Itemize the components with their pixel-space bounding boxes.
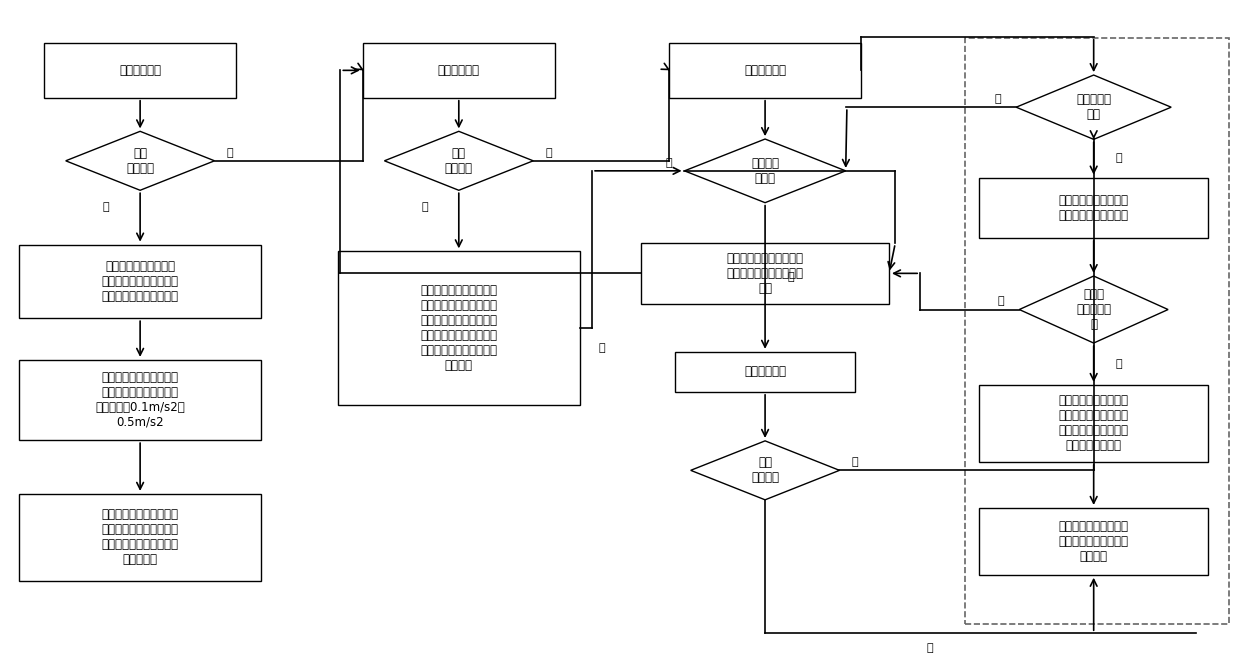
Text: 否: 否: [422, 202, 428, 212]
Text: 当得到加速度值后，计算
点迹的关联评估值，挑选
评估值最小的点迹作为潜
在关联点迹: 当得到加速度值后，计算 点迹的关联评估值，挑选 评估值最小的点迹作为潜 在关联点…: [102, 509, 179, 566]
Polygon shape: [384, 131, 533, 190]
Text: 遍历临近航迹: 遍历临近航迹: [744, 365, 786, 379]
Text: 是否有临
近航迹: 是否有临 近航迹: [751, 157, 779, 185]
Bar: [675, 352, 856, 392]
Text: 是: 是: [546, 148, 552, 157]
Text: 根据当前时间，航迹外
推，根据上周期加速度值
调整波门后初步筛选点迹: 根据当前时间，航迹外 推，根据上周期加速度值 调整波门后初步筛选点迹: [102, 260, 179, 303]
Text: 从邻近点迹集合中删除
当前点迹，加入对方点
迹，寻找影响度最小的
点；重复直到相交: 从邻近点迹集合中删除 当前点迹，加入对方点 迹，寻找影响度最小的 点；重复直到相…: [1059, 395, 1128, 452]
Polygon shape: [1019, 276, 1168, 343]
Bar: [980, 508, 1208, 575]
Bar: [362, 43, 556, 98]
Text: 根据拟牛顿法计算法向加
速度和切向加速度，并分
别初始化为0.1m/s2、
0.5m/s2: 根据拟牛顿法计算法向加 速度和切向加速度，并分 别初始化为0.1m/s2、 0.…: [95, 371, 185, 429]
Text: 是: 是: [1116, 359, 1122, 369]
Text: 是: 是: [852, 458, 858, 467]
Bar: [20, 494, 260, 581]
Text: 航迹是否交
叉？: 航迹是否交 叉？: [1076, 93, 1111, 121]
Text: 完成当前航迹的关联和滤
波，并更新航迹的加速度
信息: 完成当前航迹的关联和滤 波，并更新航迹的加速度 信息: [727, 252, 804, 295]
Text: 遍历航迹队列: 遍历航迹队列: [119, 64, 161, 77]
Text: 遍历
是否结束: 遍历 是否结束: [751, 456, 779, 484]
Text: 遍历航迹队列: 遍历航迹队列: [744, 64, 786, 77]
Text: 遍历
是否结束: 遍历 是否结束: [126, 147, 154, 175]
Bar: [980, 385, 1208, 462]
Text: 是: 是: [787, 272, 794, 282]
Bar: [641, 243, 889, 304]
Bar: [20, 360, 260, 440]
Bar: [965, 38, 1229, 624]
Bar: [45, 43, 236, 98]
Bar: [337, 251, 580, 405]
Bar: [670, 43, 861, 98]
Text: 完成当前航迹的关联和
滤波，并更新航迹的加
速度信息: 完成当前航迹的关联和 滤波，并更新航迹的加 速度信息: [1059, 520, 1128, 563]
Text: 是: 是: [599, 344, 605, 353]
Text: 时间差
是否小于阈
値: 时间差 是否小于阈 値: [1076, 288, 1111, 331]
Text: 是: 是: [227, 148, 233, 157]
Text: 遍历
是否结束: 遍历 是否结束: [445, 147, 472, 175]
Text: 遍历航迹队列: 遍历航迹队列: [438, 64, 480, 77]
Text: 否: 否: [103, 202, 109, 212]
Polygon shape: [66, 131, 215, 190]
Polygon shape: [684, 139, 846, 202]
Text: 否: 否: [998, 297, 1004, 306]
Bar: [20, 245, 260, 318]
Text: 计算相邻两条航迹的交
叉点，以及到达时间差: 计算相邻两条航迹的交 叉点，以及到达时间差: [1059, 194, 1128, 222]
Text: 是: 是: [1116, 153, 1122, 163]
Bar: [980, 178, 1208, 238]
Text: 否: 否: [994, 94, 1002, 104]
Text: 否: 否: [666, 158, 672, 168]
Polygon shape: [1017, 75, 1171, 139]
Text: 根据航迹所在的中心点，
快速选取和当前航迹相邻
的航迹；如果存在航迹与
当前航迹临近，则将在两
个航迹中增加彼此的临近
批号记录: 根据航迹所在的中心点， 快速选取和当前航迹相邻 的航迹；如果存在航迹与 当前航迹…: [420, 284, 497, 373]
Polygon shape: [691, 441, 839, 500]
Text: 是: 是: [926, 643, 932, 653]
